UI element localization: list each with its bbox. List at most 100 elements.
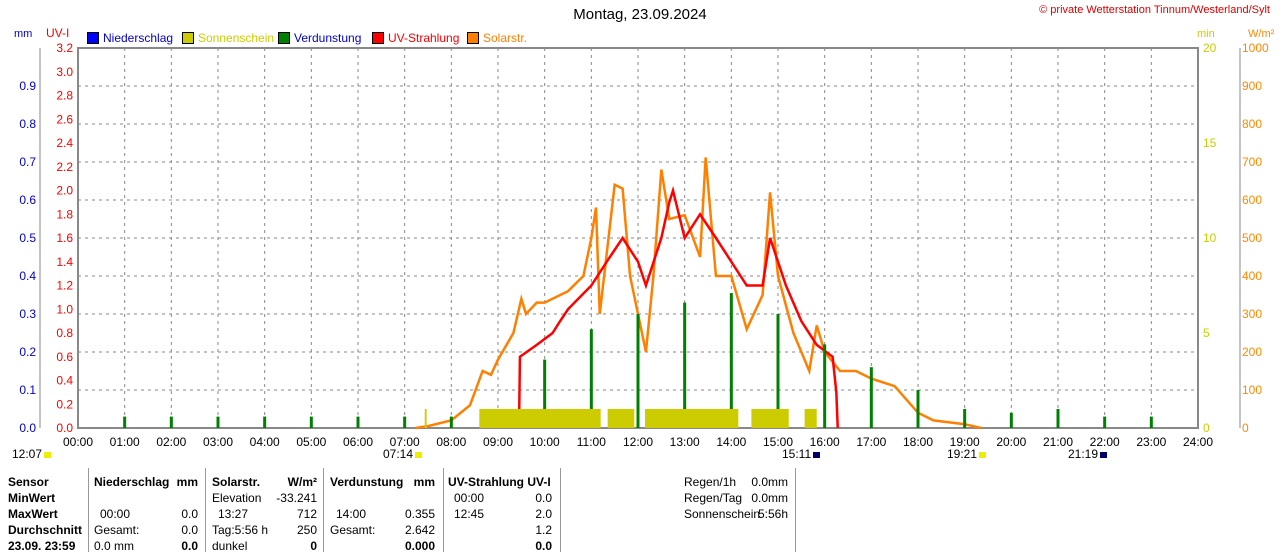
table-cell: 2.0	[535, 507, 552, 521]
evaporation-bar	[543, 359, 547, 428]
evaporation-bar	[123, 416, 127, 428]
legend-swatch	[372, 32, 384, 44]
legend-label: Sonnenschein	[198, 31, 275, 45]
summary-value: 0.0mm	[751, 475, 788, 489]
weather-chart: 00:00 01:00 02:00 03:00 04:00 05:00 06:00 07:00…	[19, 41, 1269, 449]
sun-event-time: 19:21	[947, 447, 978, 461]
mm-tick-label: 0.5	[19, 231, 36, 245]
uv-tick-label: 1.2	[56, 279, 73, 293]
uv-tick-label: 0.4	[56, 374, 73, 388]
axis-label-uv: UV-I	[46, 26, 70, 40]
evaporation-bar	[729, 293, 733, 428]
summary-label: Regen/Tag	[684, 491, 743, 505]
table-cell: 12:45	[454, 507, 485, 521]
uv-tick-label: 1.8	[56, 207, 73, 221]
sunshine-bar	[804, 409, 817, 428]
sun-icon	[415, 452, 423, 458]
evaporation-bar	[216, 416, 220, 428]
sunshine-bar	[424, 409, 427, 428]
table-cell: MinWert	[8, 491, 56, 505]
mm-tick-label: 0.7	[19, 155, 36, 169]
wm2-tick-label: 800	[1242, 117, 1262, 131]
uv-tick-label: 2.4	[56, 136, 73, 150]
uv-tick-label: 0.2	[56, 397, 73, 411]
table-divider	[443, 468, 444, 552]
mm-tick-label: 0.1	[19, 383, 36, 397]
sun-event-time: 12:07	[12, 447, 43, 461]
x-tick-label: 07:00	[390, 435, 420, 449]
uv-tick-label: 3.2	[56, 41, 73, 55]
sun-event: 21:19	[1068, 447, 1108, 461]
legend-label: Solarstr.	[483, 31, 528, 45]
uv-tick-label: 0.6	[56, 350, 73, 364]
legend-item-verdunstung: Verdunstung	[278, 31, 361, 45]
solar-line	[415, 157, 982, 430]
uv-tick-label: 2.6	[56, 112, 73, 126]
table-header: mm	[413, 475, 435, 489]
legend-swatch	[278, 32, 290, 44]
summary-value: 5:56h	[757, 507, 788, 521]
table-cell: 0.0	[181, 523, 198, 537]
x-tick-label: 17:00	[856, 435, 886, 449]
table-divider	[323, 468, 324, 552]
sun-event: 07:14	[383, 447, 423, 461]
table-cell: Elevation	[212, 491, 262, 505]
sunshine-bar	[645, 409, 739, 428]
uv-line	[517, 185, 839, 429]
table-cell: 0	[310, 539, 317, 553]
evaporation-bar	[263, 416, 267, 428]
x-tick-label: 09:00	[483, 435, 513, 449]
evaporation-bar	[869, 367, 873, 428]
x-tick-label: 02:00	[156, 435, 186, 449]
mm-tick-label: 0.8	[19, 117, 36, 131]
x-tick-label: 23:00	[1136, 435, 1166, 449]
uv-tick-label: 3.0	[56, 65, 73, 79]
table-cell: 0.355	[404, 507, 435, 521]
mm-tick-label: 0.2	[19, 345, 36, 359]
x-tick-label: 24:00	[1183, 435, 1213, 449]
wm2-tick-label: 400	[1242, 269, 1262, 283]
mm-tick-label: 0.6	[19, 193, 36, 207]
x-tick-label: 10:00	[530, 435, 560, 449]
wm2-tick-label: 300	[1242, 307, 1262, 321]
evaporation-bar	[589, 329, 593, 428]
table-cell: 2.642	[404, 523, 435, 537]
table-header: UV-Strahlung UV-I	[448, 475, 551, 489]
x-tick-label: 01:00	[110, 435, 140, 449]
evaporation-bar	[449, 416, 453, 428]
x-tick-label: 18:00	[903, 435, 933, 449]
evaporation-bar	[683, 302, 687, 428]
legend-label: Verdunstung	[294, 31, 362, 45]
x-tick-label: 15:00	[763, 435, 793, 449]
x-tick-label: 21:00	[1043, 435, 1073, 449]
axis-label-mm: mm	[14, 28, 33, 40]
x-tick-label: 05:00	[296, 435, 326, 449]
table-divider	[88, 468, 89, 552]
evaporation-bar	[309, 416, 313, 428]
evaporation-bar	[1103, 416, 1107, 428]
chart-title: Montag, 23.09.2024	[573, 6, 707, 23]
uv-tick-label: 1.0	[56, 302, 73, 316]
table-divider	[205, 468, 206, 552]
sun-event-time: 21:19	[1068, 447, 1099, 461]
sun-event: 15:11	[782, 447, 821, 461]
evaporation-bar	[916, 390, 920, 428]
table-cell: 00:00	[454, 491, 485, 505]
table-divider	[795, 468, 796, 552]
evaporation-bar	[1009, 412, 1013, 428]
wm2-tick-label: 900	[1242, 79, 1262, 93]
min-tick-label: 5	[1203, 326, 1210, 340]
table-cell: 00:00	[100, 507, 131, 521]
sun-event: 19:21	[947, 447, 987, 461]
wm2-tick-label: 200	[1242, 345, 1262, 359]
x-tick-label: 12:00	[623, 435, 653, 449]
table-cell: 14:00	[336, 507, 367, 521]
uv-tick-label: 0.0	[56, 421, 73, 435]
sunshine-bar	[607, 409, 635, 428]
mm-tick-label: 0.3	[19, 307, 36, 321]
table-cell: 23.09. 23:59	[8, 539, 76, 553]
min-tick-label: 10	[1203, 231, 1217, 245]
x-tick-label: 06:00	[343, 435, 373, 449]
min-tick-label: 15	[1203, 136, 1217, 150]
x-tick-label: 11:00	[577, 435, 606, 449]
